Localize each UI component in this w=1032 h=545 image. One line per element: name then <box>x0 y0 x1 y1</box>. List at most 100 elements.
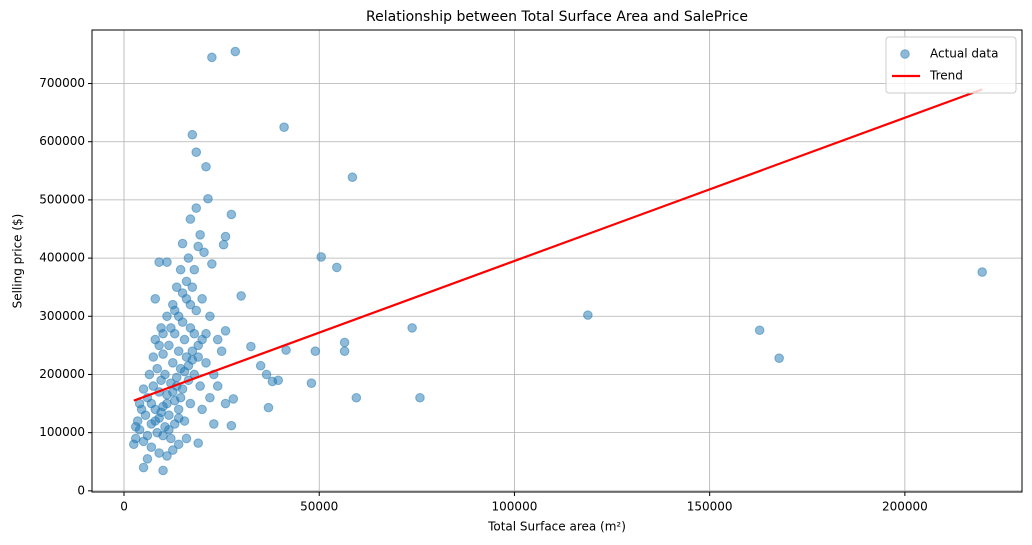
scatter-point <box>197 334 207 345</box>
scatter-point <box>197 294 207 304</box>
scatter-point <box>255 360 266 371</box>
scatter-point <box>162 451 172 461</box>
scatter-point <box>273 375 284 386</box>
scatter-point <box>138 436 149 447</box>
scatter-point <box>201 358 211 368</box>
scatter-point <box>209 419 219 429</box>
scatter-point <box>306 378 317 388</box>
scatter-point <box>220 231 231 242</box>
scatter-point <box>218 239 229 250</box>
scatter-point <box>173 346 184 356</box>
scatter-point <box>201 161 211 172</box>
scatter-point <box>331 262 342 273</box>
scatter-point <box>173 404 184 415</box>
scatter-point <box>228 394 239 404</box>
scatter-point <box>173 311 184 322</box>
scatter-point <box>199 247 209 258</box>
scatter-point <box>193 241 203 252</box>
scatter-point <box>173 413 184 423</box>
scatter-point <box>220 326 231 336</box>
scatter-point <box>339 346 350 356</box>
scatter-point <box>205 311 215 322</box>
scatter-point <box>162 257 172 267</box>
scatter-point <box>351 392 362 403</box>
x-tick-label: 0 <box>120 500 128 514</box>
scatter-point <box>316 252 326 262</box>
scatter-point <box>168 445 178 455</box>
scatter-point <box>197 404 207 415</box>
trend-line <box>133 88 983 402</box>
scatter-point <box>195 381 205 391</box>
scatter-point <box>130 422 141 432</box>
scatter-point <box>415 392 425 403</box>
scatter-point <box>212 334 223 345</box>
scatter-point <box>754 325 765 336</box>
legend-label: Trend <box>929 69 963 83</box>
scatter-point <box>263 402 274 413</box>
scatter-point <box>177 238 188 249</box>
y-tick-label: 300000 <box>39 309 85 323</box>
scatter-point <box>191 147 202 157</box>
scatter-point <box>142 454 153 464</box>
scatter-point <box>207 52 217 63</box>
scatter-point <box>138 462 149 473</box>
y-tick-label: 700000 <box>39 76 85 90</box>
x-tick-label: 200000 <box>882 500 928 514</box>
scatter-point <box>583 310 593 320</box>
plot-frame <box>91 29 1023 493</box>
scatter-point <box>203 193 213 204</box>
scatter-point <box>164 340 174 351</box>
scatter-point <box>181 433 192 444</box>
scatter-point <box>168 358 178 368</box>
scatter-point <box>185 214 196 224</box>
x-tick-label: 50000 <box>300 500 338 514</box>
chart-title: Relationship between Total Surface Area … <box>366 9 748 25</box>
scatter-point <box>138 384 149 394</box>
scatter-point <box>216 346 227 356</box>
scatter-point <box>185 299 196 310</box>
y-tick-label: 600000 <box>39 134 85 148</box>
scatter-point <box>195 230 205 240</box>
scatter-point <box>158 465 168 476</box>
scatter-point <box>179 334 190 345</box>
scatter-point <box>212 381 223 391</box>
scatter-point <box>207 259 217 269</box>
scatter-point <box>158 430 168 441</box>
scatter-point <box>230 46 241 57</box>
scatter-point <box>158 328 168 339</box>
scatter-point <box>279 122 289 132</box>
scatter-point <box>191 305 202 316</box>
y-axis-label: Selling price ($) <box>11 214 25 309</box>
scatter-point <box>156 407 166 418</box>
scatter-point <box>148 381 159 391</box>
scatter-point <box>187 355 198 365</box>
scatter-point <box>144 369 155 380</box>
scatter-point <box>226 209 237 220</box>
legend-marker <box>900 49 910 59</box>
scatter-point <box>189 328 200 339</box>
scatter-point <box>189 264 200 275</box>
scatter-point <box>977 267 987 277</box>
scatter-point <box>146 442 157 452</box>
y-tick-label: 0 <box>77 483 85 497</box>
scatter-point <box>407 323 417 333</box>
scatter-point <box>246 341 256 352</box>
scatter-point <box>158 349 168 359</box>
scatter-point <box>154 340 164 351</box>
scatter-point <box>183 253 194 263</box>
legend-label: Actual data <box>930 47 998 61</box>
scatter-point <box>191 203 202 213</box>
scatter-point <box>164 424 174 435</box>
scatter-point <box>347 172 358 183</box>
scatter-point <box>261 369 272 380</box>
scatter-point <box>166 323 176 333</box>
y-tick-label: 400000 <box>39 251 85 265</box>
scatter-point <box>236 291 246 301</box>
scatter-point <box>226 420 237 431</box>
scatter-point <box>175 392 186 403</box>
y-tick-label: 200000 <box>39 367 85 381</box>
y-tick-label: 500000 <box>39 192 85 206</box>
scatter-point <box>193 438 203 448</box>
scatter-point <box>150 416 161 426</box>
scatter-point <box>162 311 172 322</box>
